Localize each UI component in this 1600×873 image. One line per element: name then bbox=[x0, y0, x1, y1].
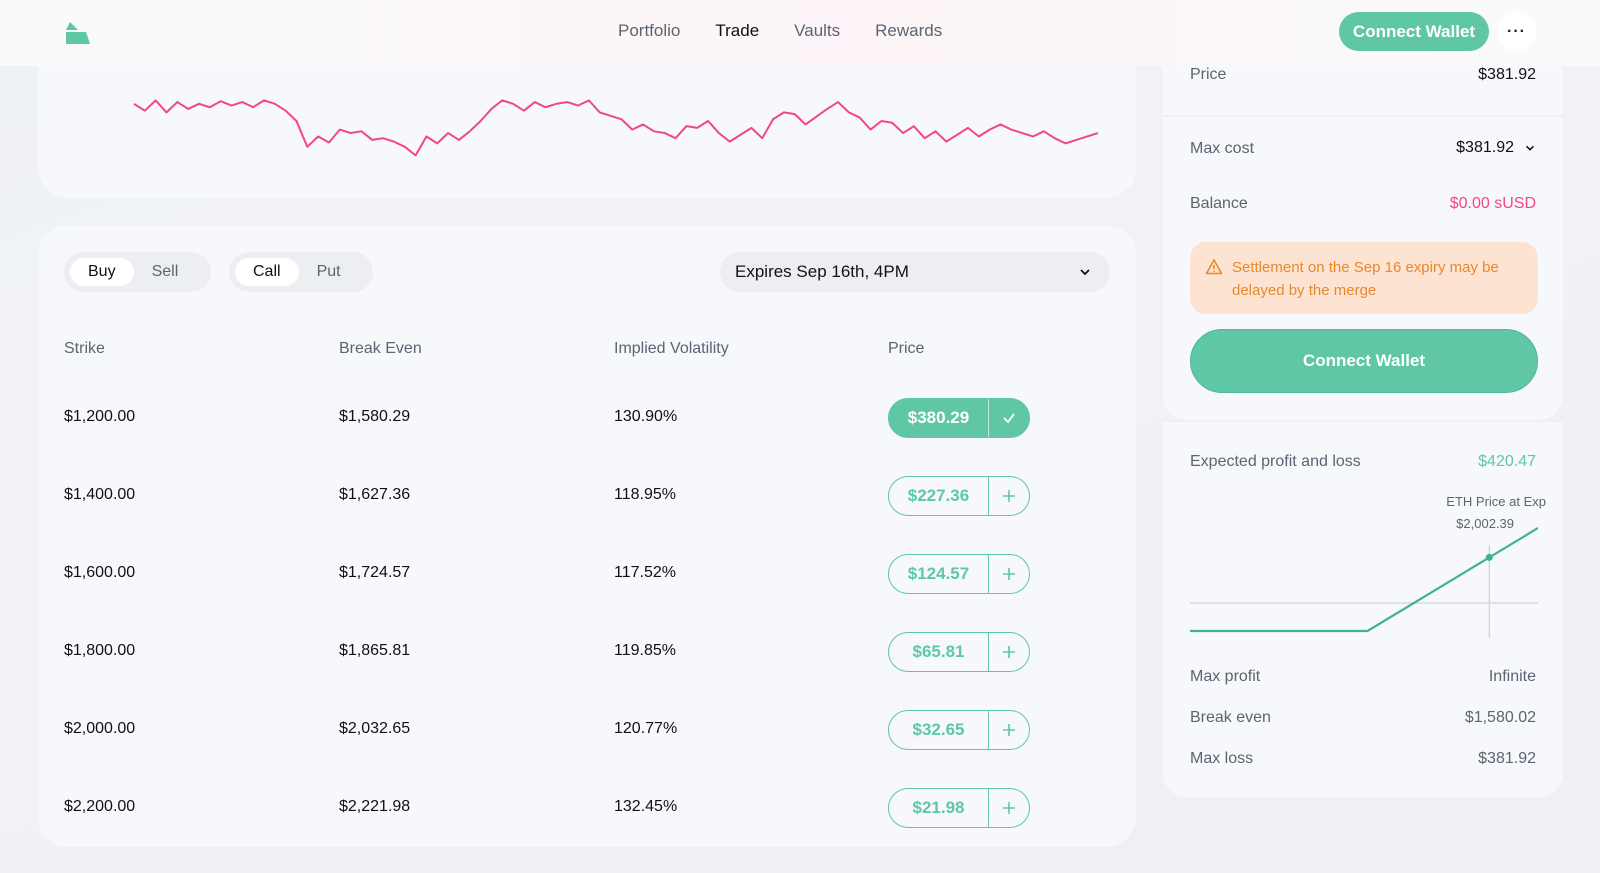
price-label: Price bbox=[1190, 66, 1227, 83]
row-price: $124.57 bbox=[889, 555, 989, 593]
row-price-button[interactable]: $124.57 bbox=[888, 554, 1030, 594]
row-strike: $1,400.00 bbox=[64, 486, 136, 503]
connect-wallet-main-button[interactable]: Connect Wallet bbox=[1190, 329, 1538, 393]
warning-triangle-icon bbox=[1205, 259, 1223, 275]
expiry-value: Expires Sep 16th, 4PM bbox=[735, 262, 909, 281]
ellipsis-icon: ··· bbox=[1507, 22, 1526, 40]
row-break-even: $1,580.29 bbox=[339, 408, 411, 425]
tab-buy[interactable]: Buy bbox=[70, 258, 134, 286]
plus-icon bbox=[989, 555, 1029, 593]
row-implied-volatility: 120.77% bbox=[614, 720, 678, 737]
checkmark-icon bbox=[989, 399, 1029, 437]
pnl-value: $420.47 bbox=[1478, 453, 1536, 470]
pnl-label: Expected profit and loss bbox=[1190, 453, 1361, 470]
tab-call[interactable]: Call bbox=[235, 258, 299, 286]
row-break-even: $2,032.65 bbox=[339, 720, 411, 737]
nav-vaults[interactable]: Vaults bbox=[794, 21, 841, 40]
eth-price-label: ETH Price at Exp bbox=[1446, 494, 1546, 509]
main-nav: Portfolio Trade Vaults Rewards bbox=[618, 21, 942, 41]
row-implied-volatility: 132.45% bbox=[614, 798, 678, 815]
break-even-value: $1,580.02 bbox=[1464, 709, 1536, 726]
top-navigation-bar: Portfolio Trade Vaults Rewards Connect W… bbox=[0, 0, 1600, 66]
expiry-select[interactable]: Expires Sep 16th, 4PM bbox=[720, 252, 1110, 292]
row-strike: $2,000.00 bbox=[64, 720, 136, 737]
pnl-marker-dot bbox=[1485, 553, 1493, 561]
pnl-chart bbox=[1190, 527, 1538, 638]
row-strike: $2,200.00 bbox=[64, 798, 136, 815]
row-implied-volatility: 117.52% bbox=[614, 564, 676, 581]
lyra-logo-icon[interactable] bbox=[64, 18, 92, 46]
row-price-button[interactable]: $65.81 bbox=[888, 632, 1030, 672]
row-price: $380.29 bbox=[889, 399, 989, 437]
row-implied-volatility: 118.95% bbox=[614, 486, 676, 503]
row-price: $21.98 bbox=[889, 789, 989, 827]
balance-label: Balance bbox=[1190, 195, 1248, 212]
row-implied-volatility: 119.85% bbox=[614, 642, 676, 659]
options-chain-card bbox=[38, 225, 1136, 847]
row-strike: $1,800.00 bbox=[64, 642, 136, 659]
row-break-even: $1,724.57 bbox=[339, 564, 411, 581]
pnl-payoff-line bbox=[1190, 527, 1538, 633]
row-strike: $1,200.00 bbox=[64, 408, 136, 425]
break-even-label: Break even bbox=[1190, 709, 1271, 726]
row-break-even: $2,221.98 bbox=[339, 798, 411, 815]
row-strike: $1,600.00 bbox=[64, 564, 136, 581]
plus-icon bbox=[989, 711, 1029, 749]
max-loss-value: $381.92 bbox=[1478, 750, 1536, 767]
max-cost-select[interactable]: $381.92 bbox=[1456, 139, 1536, 157]
eth-price-value: $2,002.39 bbox=[1456, 516, 1514, 531]
price-chart bbox=[133, 99, 1099, 157]
merge-warning-banner: Settlement on the Sep 16 expiry may be d… bbox=[1190, 242, 1538, 314]
connect-wallet-button[interactable]: Connect Wallet bbox=[1339, 12, 1489, 51]
plus-icon bbox=[989, 477, 1029, 515]
pnl-panel bbox=[1163, 422, 1563, 797]
buy-sell-toggle: Buy Sell bbox=[64, 252, 211, 292]
column-header-break-even: Break Even bbox=[339, 340, 422, 357]
chevron-down-icon bbox=[1526, 145, 1534, 151]
row-break-even: $1,865.81 bbox=[339, 642, 411, 659]
plus-icon bbox=[989, 633, 1029, 671]
divider bbox=[1163, 420, 1563, 422]
chevron-down-icon bbox=[1080, 269, 1090, 276]
price-value: $381.92 bbox=[1478, 66, 1536, 83]
nav-trade[interactable]: Trade bbox=[715, 21, 760, 40]
max-cost-label: Max cost bbox=[1190, 140, 1255, 157]
max-profit-value: Infinite bbox=[1488, 668, 1536, 685]
row-price-button[interactable]: $227.36 bbox=[888, 476, 1030, 516]
divider bbox=[1163, 115, 1563, 117]
nav-rewards[interactable]: Rewards bbox=[875, 21, 943, 40]
max-profit-label: Max profit bbox=[1190, 668, 1261, 685]
nav-portfolio[interactable]: Portfolio bbox=[618, 21, 681, 40]
more-menu-button[interactable]: ··· bbox=[1497, 12, 1536, 51]
max-loss-label: Max loss bbox=[1190, 750, 1254, 767]
row-implied-volatility: 130.90% bbox=[614, 408, 678, 425]
row-price: $227.36 bbox=[889, 477, 989, 515]
column-header-strike: Strike bbox=[64, 340, 105, 357]
column-header-price: Price bbox=[888, 340, 925, 357]
row-break-even: $1,627.36 bbox=[339, 486, 411, 503]
tab-put[interactable]: Put bbox=[316, 263, 341, 280]
call-put-toggle: Call Put bbox=[229, 252, 373, 292]
max-cost-value: $381.92 bbox=[1456, 139, 1514, 156]
plus-icon bbox=[989, 789, 1029, 827]
tab-sell[interactable]: Sell bbox=[151, 263, 179, 280]
row-price-button[interactable]: $21.98 bbox=[888, 788, 1030, 828]
row-price: $65.81 bbox=[889, 633, 989, 671]
warning-text: Settlement on the Sep 16 expiry may be d… bbox=[1232, 259, 1499, 299]
balance-value: $0.00 sUSD bbox=[1449, 195, 1536, 212]
column-header-implied-volatility: Implied Volatility bbox=[614, 340, 729, 357]
price-series-line bbox=[133, 99, 1099, 157]
row-price: $32.65 bbox=[889, 711, 989, 749]
row-price-button[interactable]: $32.65 bbox=[888, 710, 1030, 750]
row-price-button[interactable]: $380.29 bbox=[888, 398, 1030, 438]
